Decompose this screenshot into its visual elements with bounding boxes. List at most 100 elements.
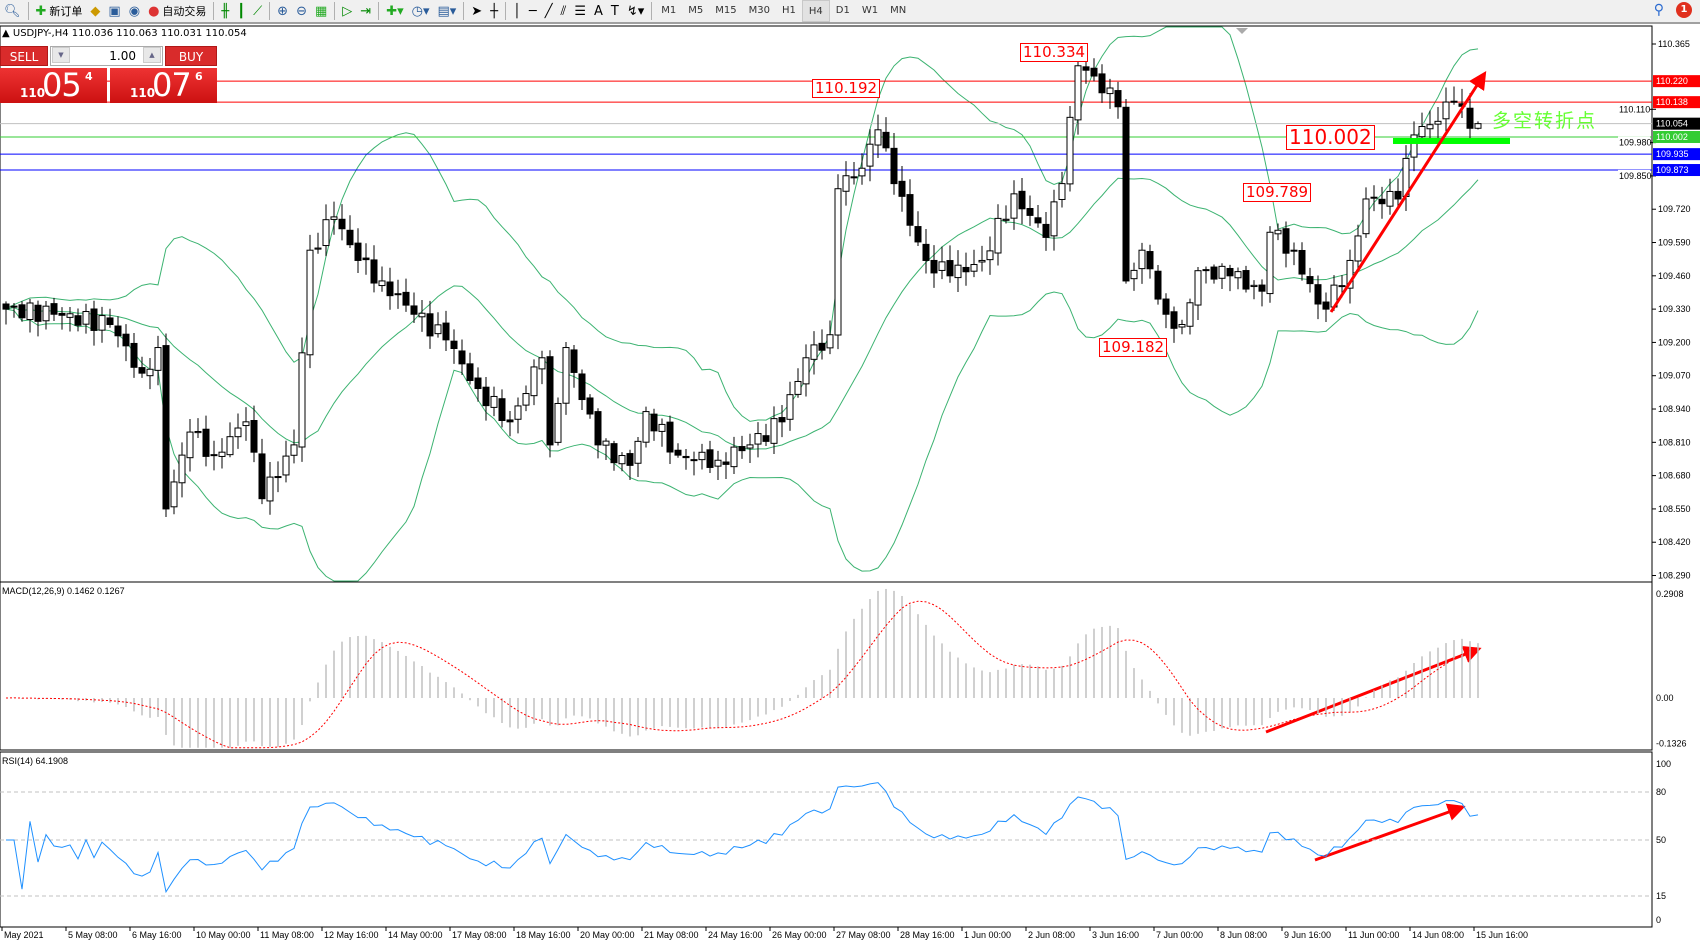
- trendline-button[interactable]: ╱: [541, 0, 557, 22]
- zoom-out-button[interactable]: ⊖: [292, 0, 311, 22]
- candle: [186, 419, 194, 472]
- candle: [154, 335, 162, 386]
- candle: [1122, 99, 1130, 284]
- candle-body: [842, 175, 850, 192]
- candle: [1106, 78, 1114, 109]
- horizontal-line-button[interactable]: ─: [525, 0, 541, 22]
- timeframe-m5[interactable]: M5: [688, 5, 704, 16]
- turning-point-text[interactable]: 多空转折点: [1492, 110, 1598, 132]
- candle: [242, 407, 250, 441]
- periods-button[interactable]: ◷▾: [408, 0, 434, 22]
- candle-body: [762, 435, 770, 442]
- timeframe-h1[interactable]: H1: [781, 5, 796, 16]
- timeframe-m1[interactable]: M1: [661, 5, 677, 16]
- candle: [482, 376, 490, 421]
- candle: [738, 435, 746, 459]
- fibonacci-icon: ☰: [574, 3, 586, 19]
- chart-area[interactable]: 110.365 110.110 109.980 109.850 109.720 109.5…: [0, 24, 1700, 941]
- timeframe-mn[interactable]: MN: [890, 5, 907, 16]
- crosshair-button[interactable]: ┼: [486, 0, 502, 22]
- bollinger-lower: [5, 291, 1479, 582]
- candle-body: [282, 455, 290, 476]
- sell-button[interactable]: SELL: [0, 46, 48, 66]
- buy-price-button[interactable]: 110 07 6: [110, 66, 217, 104]
- zoom-search-button[interactable]: 🔍︎: [0, 0, 25, 22]
- tile-windows-button[interactable]: ▦: [311, 0, 331, 22]
- horizontal-line-icon: ─: [528, 3, 537, 19]
- candle-body: [1218, 265, 1226, 279]
- candle-body: [722, 461, 730, 465]
- auto-trading-label: 自动交易: [162, 5, 207, 18]
- cursor-button[interactable]: ➤: [467, 0, 486, 22]
- vertical-line-button[interactable]: │: [509, 0, 525, 22]
- timeframe-m15[interactable]: M15: [715, 5, 737, 16]
- time-axis-label: 14 Jun 08:00: [1412, 930, 1464, 940]
- text-label-button[interactable]: T: [607, 0, 623, 22]
- candle: [866, 129, 874, 182]
- terminal-button[interactable]: ▣: [104, 0, 124, 22]
- indicators-button[interactable]: ✚▾: [382, 0, 407, 22]
- price-label-turning[interactable]: 110.002: [1286, 125, 1375, 150]
- search-icon[interactable]: ⚲: [1653, 2, 1664, 18]
- sell-price-button[interactable]: 110 05 4: [0, 66, 107, 104]
- zoom-in-button[interactable]: ⊕: [273, 0, 292, 22]
- channel-button[interactable]: ⫽: [557, 0, 571, 22]
- lot-decrease-button[interactable]: ▼: [52, 47, 70, 63]
- price-label[interactable]: 109.789: [1243, 183, 1312, 202]
- candle: [978, 245, 986, 272]
- notification-badge[interactable]: 1: [1676, 2, 1692, 18]
- candle-body: [458, 350, 466, 365]
- candle-body: [442, 322, 450, 341]
- candle: [194, 418, 202, 439]
- candle: [114, 316, 122, 348]
- templates-button[interactable]: ▤▾: [433, 0, 460, 22]
- price-label-low[interactable]: 109.182: [1099, 338, 1168, 357]
- line-chart-button[interactable]: ⟋: [249, 0, 266, 22]
- timeframe-h4[interactable]: H4: [801, 0, 830, 22]
- chart-shift-button[interactable]: ⇥: [356, 0, 375, 22]
- text-button[interactable]: A: [590, 0, 607, 22]
- candle-body: [1306, 276, 1314, 285]
- price-tick-label: 109.720: [1658, 204, 1691, 214]
- metaeditor-button[interactable]: ◆: [86, 0, 104, 22]
- candle: [1354, 224, 1362, 272]
- candle-body: [194, 430, 202, 434]
- candle-body: [898, 180, 906, 197]
- candle-body: [1338, 285, 1346, 288]
- divider: [334, 2, 336, 20]
- candle: [170, 469, 178, 515]
- candle-body: [2, 303, 10, 310]
- candle-body: [946, 260, 954, 277]
- price-label[interactable]: 110.192: [812, 79, 881, 98]
- magnifier-icon: 🔍︎: [4, 3, 21, 19]
- candle-body: [1082, 66, 1090, 71]
- candle-body: [554, 402, 562, 443]
- candle-body: [386, 281, 394, 297]
- lot-size-input[interactable]: 1.00: [50, 46, 163, 66]
- candle: [594, 408, 602, 459]
- timeframe-d1[interactable]: D1: [835, 5, 850, 16]
- sell-price-big: 05: [42, 66, 82, 104]
- timeframe-m30[interactable]: M30: [748, 5, 770, 16]
- time-axis-label: May 2021: [4, 930, 44, 940]
- buy-button[interactable]: BUY: [165, 46, 217, 66]
- candle-body: [698, 451, 706, 461]
- auto-trading-button[interactable]: ● 自动交易: [144, 0, 210, 22]
- arrows-button[interactable]: ↯▾: [623, 0, 648, 22]
- main-panel: [0, 25, 1653, 583]
- candle: [2, 301, 10, 325]
- new-order-button[interactable]: ✚ 新订单: [32, 0, 87, 22]
- signals-button[interactable]: ◉: [125, 0, 144, 22]
- price-label-high[interactable]: 110.334: [1020, 43, 1089, 62]
- timeframe-w1[interactable]: W1: [861, 5, 879, 16]
- candle: [1466, 93, 1474, 144]
- lot-increase-button[interactable]: ▲: [143, 47, 161, 63]
- autoscroll-button[interactable]: ▷: [338, 0, 356, 22]
- fibonacci-button[interactable]: ☰: [570, 0, 590, 22]
- crosshair-icon: ┼: [490, 3, 499, 19]
- candlestick-button[interactable]: ┃: [233, 0, 249, 22]
- price-tick-label: 109.460: [1658, 271, 1691, 281]
- candle: [442, 310, 450, 352]
- bar-chart-button[interactable]: ╫: [217, 0, 233, 22]
- level-price-text: 110.002: [1656, 132, 1688, 142]
